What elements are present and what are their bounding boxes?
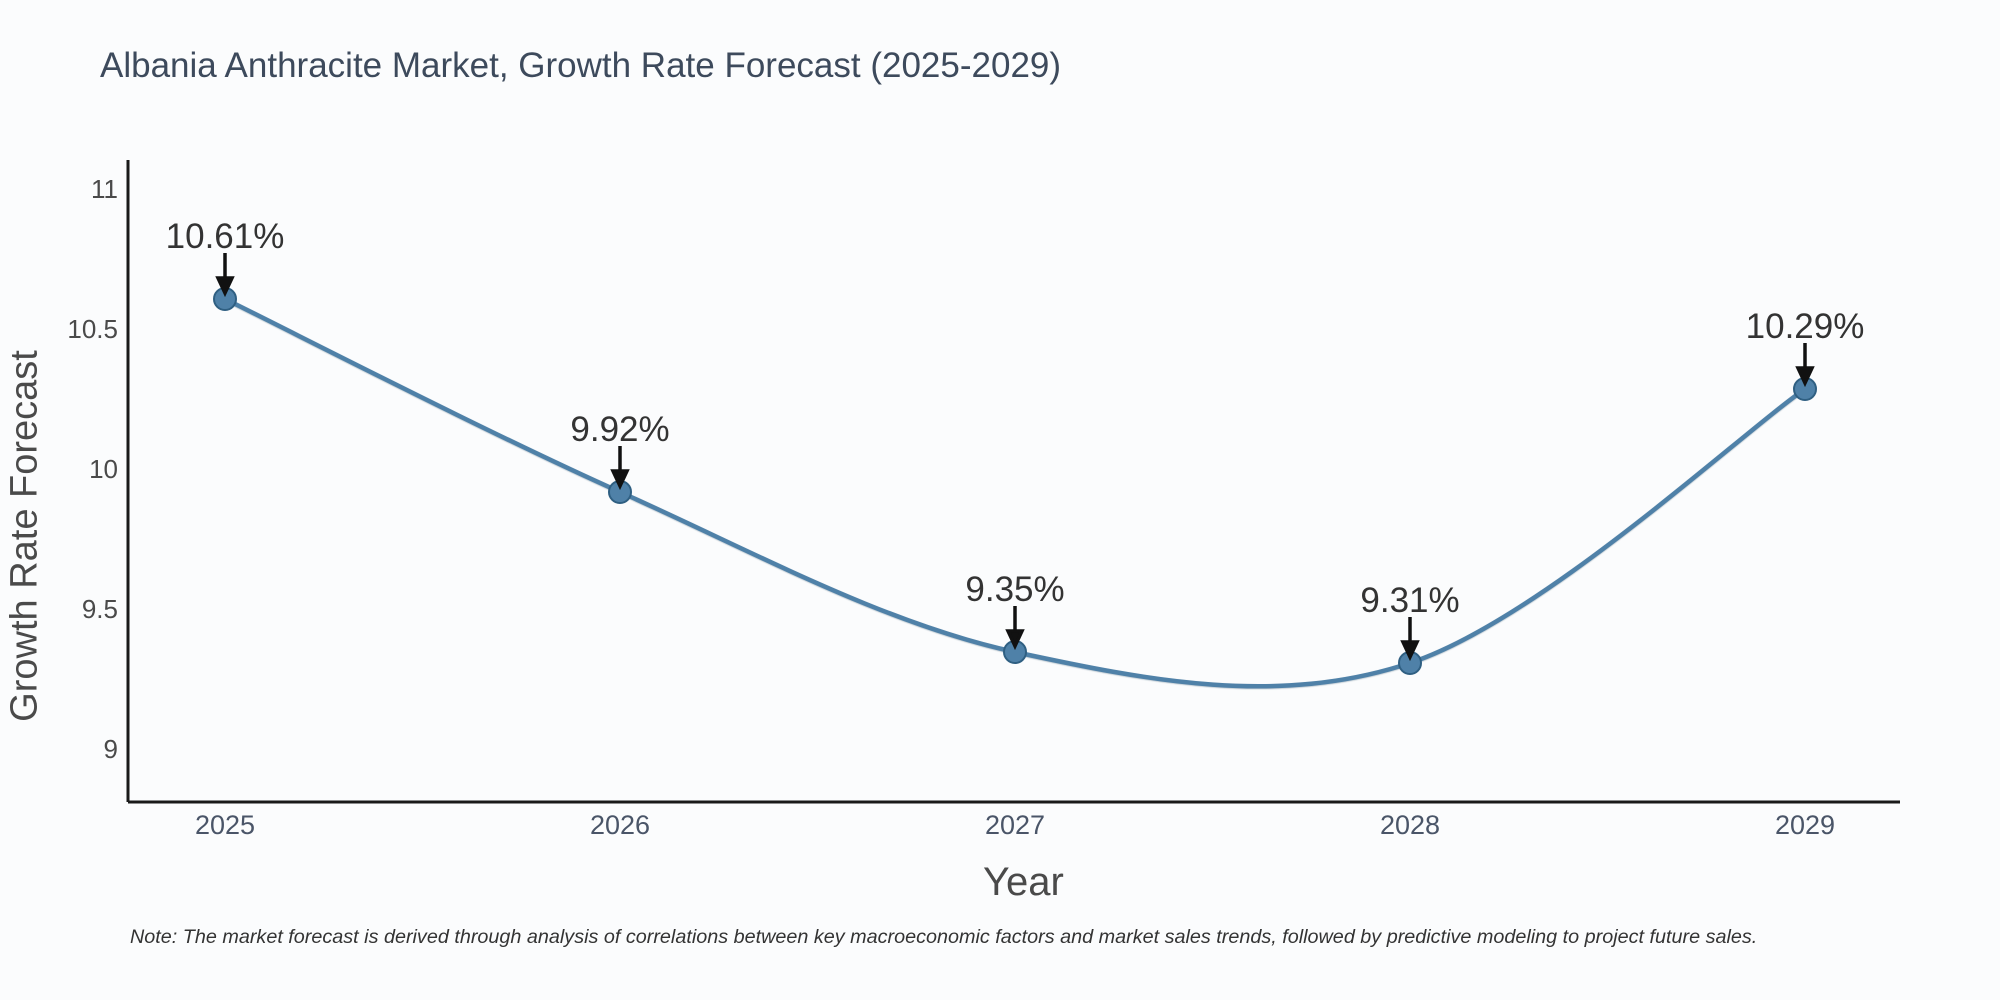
svg-text:10.61%: 10.61% <box>166 217 285 256</box>
svg-text:10.29%: 10.29% <box>1746 307 1865 346</box>
svg-text:11: 11 <box>91 174 118 204</box>
svg-text:2028: 2028 <box>1380 810 1440 840</box>
svg-text:2027: 2027 <box>985 810 1045 840</box>
svg-text:9.5: 9.5 <box>82 594 118 624</box>
svg-text:9: 9 <box>104 734 118 764</box>
svg-text:2025: 2025 <box>195 810 255 840</box>
svg-text:9.92%: 9.92% <box>570 410 669 449</box>
svg-text:2026: 2026 <box>590 810 650 840</box>
svg-text:10: 10 <box>89 454 118 484</box>
svg-text:2029: 2029 <box>1775 810 1835 840</box>
svg-text:9.31%: 9.31% <box>1360 581 1459 620</box>
svg-text:9.35%: 9.35% <box>965 570 1064 609</box>
svg-text:10.5: 10.5 <box>67 314 118 344</box>
